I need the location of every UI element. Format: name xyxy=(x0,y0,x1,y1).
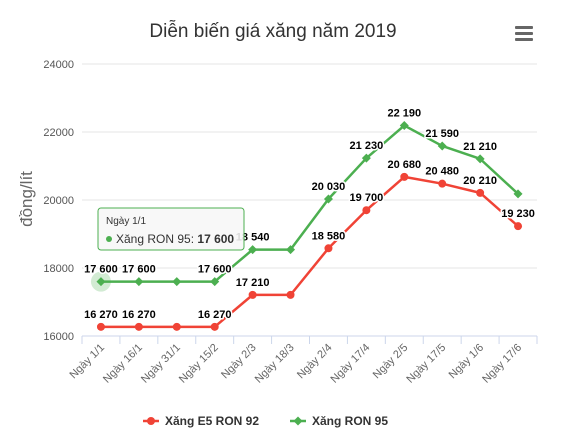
series-line xyxy=(100,175,519,329)
legend-item[interactable]: Xăng RON 95 xyxy=(290,414,388,428)
data-point xyxy=(437,141,447,151)
data-point xyxy=(513,189,523,199)
data-point xyxy=(323,194,333,204)
data-point xyxy=(134,277,144,287)
data-point xyxy=(210,322,219,331)
legend-label: Xăng RON 95 xyxy=(312,414,388,428)
data-point xyxy=(96,322,105,331)
data-point xyxy=(361,153,371,163)
data-point xyxy=(286,290,295,299)
data-label: 20 210 xyxy=(463,175,497,187)
x-tick-label: Ngày 31/1 xyxy=(139,342,183,386)
tooltip-series-name: Xăng RON 95 xyxy=(116,232,191,246)
x-tick-label: Ngày 17/5 xyxy=(404,342,448,386)
y-tick-label: 20000 xyxy=(43,195,74,207)
data-point xyxy=(172,277,182,287)
data-labels: 16 270 16 270 16 270 17 210 18 580 19 700 20 6… xyxy=(83,106,537,322)
data-label: 18 580 xyxy=(312,230,346,242)
data-label: 20 480 xyxy=(425,166,459,178)
tooltip-colon: : xyxy=(191,232,198,246)
x-tick-label: Ngày 15/2 xyxy=(177,342,221,386)
data-label: 17 600 xyxy=(122,264,156,276)
series-line xyxy=(100,124,519,283)
x-tick-label: Ngày 17/4 xyxy=(329,342,373,386)
y-tick-label: 16000 xyxy=(43,331,74,343)
tooltip-value: 17 600 xyxy=(197,232,234,246)
y-axis-label: đồng/lít xyxy=(17,171,36,227)
data-point xyxy=(324,244,333,253)
legend-item[interactable]: Xăng E5 RON 92 xyxy=(143,414,259,428)
tooltip-bullet xyxy=(106,236,112,242)
data-label: 17 600 xyxy=(84,264,118,276)
tooltip-body: Xăng RON 95: 17 600 xyxy=(116,232,234,246)
data-point xyxy=(476,188,485,197)
data-point xyxy=(248,245,258,255)
data-point xyxy=(399,121,409,131)
grid-lines xyxy=(82,63,537,337)
x-tick-label: Ngày 2/4 xyxy=(295,342,335,382)
tooltip: Ngày 1/1 Xăng RON 95: 17 600 xyxy=(97,207,245,251)
data-point xyxy=(286,245,296,255)
data-label: 20 680 xyxy=(387,159,421,171)
data-point xyxy=(438,179,447,188)
x-tick-label: Ngày 17/6 xyxy=(480,342,524,386)
data-point xyxy=(475,154,485,164)
y-tick-label: 18000 xyxy=(43,263,74,275)
data-point xyxy=(134,322,143,331)
hamburger-menu-icon[interactable] xyxy=(515,26,533,41)
y-axis-ticks: 16000 18000 20000 22000 24000 xyxy=(43,59,74,343)
data-label: 16 270 xyxy=(122,309,156,321)
legend-marker xyxy=(147,417,155,425)
x-tick-label: Ngày 2/5 xyxy=(371,342,411,382)
data-point xyxy=(248,290,257,299)
x-tick-label: Ngày 2/3 xyxy=(219,342,259,382)
data-label: 19 700 xyxy=(350,192,384,204)
legend: Xăng E5 RON 92 Xăng RON 95 xyxy=(143,414,388,428)
x-tick-label: Ngày 1/1 xyxy=(67,342,107,382)
data-label: 22 190 xyxy=(387,108,421,120)
data-label: 17 600 xyxy=(198,264,232,276)
x-tick-label: Ngày 1/6 xyxy=(447,342,487,382)
data-point xyxy=(210,277,220,287)
data-label: 16 270 xyxy=(84,309,118,321)
y-tick-label: 24000 xyxy=(43,59,74,71)
legend-marker xyxy=(293,416,303,426)
data-point xyxy=(96,277,106,287)
menu-button[interactable] xyxy=(515,25,535,41)
data-label: 17 210 xyxy=(236,277,270,289)
data-label: 21 230 xyxy=(350,140,384,152)
data-point xyxy=(400,172,409,181)
legend-label: Xăng E5 RON 92 xyxy=(165,414,259,428)
data-label: 19 230 xyxy=(501,208,535,220)
data-point xyxy=(172,322,181,331)
data-label: 21 590 xyxy=(425,128,459,140)
data-point xyxy=(362,206,371,215)
data-point xyxy=(514,222,523,231)
x-tick-label: Ngày 16/1 xyxy=(101,342,145,386)
x-tick-label: Ngày 18/3 xyxy=(253,342,297,386)
y-tick-label: 22000 xyxy=(43,127,74,139)
tooltip-box xyxy=(97,207,245,251)
data-label: 16 270 xyxy=(198,309,232,321)
series-layer xyxy=(90,121,523,331)
data-label: 21 210 xyxy=(463,141,497,153)
chart-title: Diễn biến giá xăng năm 2019 xyxy=(149,20,396,42)
data-label: 20 030 xyxy=(312,181,346,193)
tooltip-header: Ngày 1/1 xyxy=(106,216,146,227)
